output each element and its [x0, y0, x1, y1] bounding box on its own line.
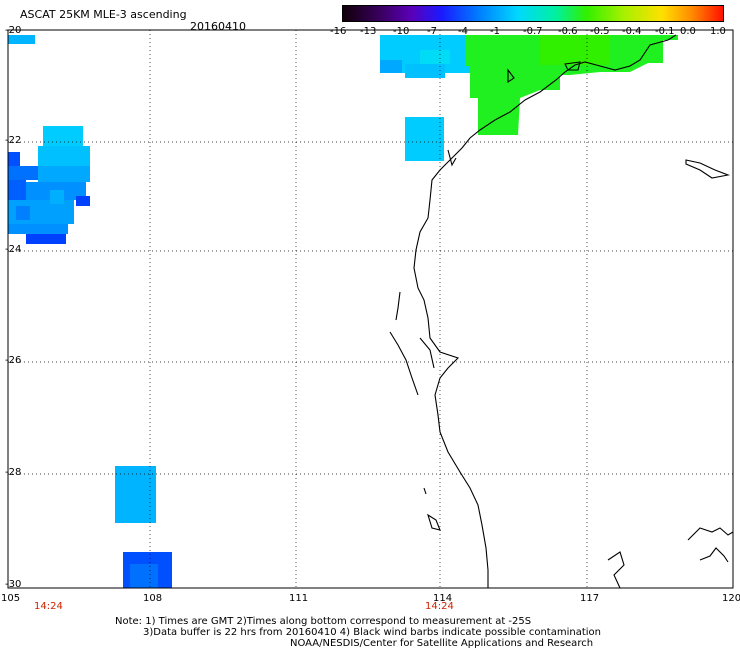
swath-cell: [16, 206, 30, 220]
swath-cell: [8, 166, 38, 180]
colorbar-label: -0.4: [622, 26, 642, 37]
graticule: [8, 30, 733, 588]
colorbar-label: -16: [330, 26, 347, 37]
colorbar-label: 0.0: [680, 26, 696, 37]
note-line-2: 3)Data buffer is 22 hrs from 20160410 4)…: [143, 627, 601, 638]
swath-cell: [130, 564, 158, 588]
scatterometer-swath: [8, 35, 678, 588]
lon-label: 111: [289, 593, 309, 604]
colorbar-label: -0.5: [590, 26, 610, 37]
swath-cell: [8, 224, 68, 234]
swath-cell: [8, 35, 35, 44]
lon-label: 114: [433, 593, 453, 604]
colorbar: [342, 5, 724, 22]
colorbar-label: -1: [490, 26, 500, 37]
swath-cell: [76, 196, 90, 206]
swath-cell: [50, 190, 64, 204]
swath-cell: [540, 35, 610, 65]
lat-label: -24: [5, 244, 22, 255]
lat-label: -26: [5, 355, 22, 366]
credit-line: NOAA/NESDIS/Center for Satellite Applica…: [290, 638, 594, 649]
map-title: ASCAT 25KM MLE-3 ascending: [20, 8, 187, 21]
lat-label: -30: [5, 579, 22, 590]
swath-cell: [420, 50, 450, 64]
lon-label: 105: [1, 593, 21, 604]
swath-cell: [405, 117, 444, 161]
note-line-1: Note: 1) Times are GMT 2)Times along bot…: [115, 616, 532, 627]
swath-cell: [115, 466, 156, 523]
lat-label: -28: [5, 467, 22, 478]
swath-cell: [8, 152, 20, 166]
colorbar-label: -0.1: [655, 26, 675, 37]
pass-time-label: 14:24: [425, 601, 454, 612]
pass-time-label: 14:24: [34, 601, 63, 612]
lat-label: -22: [5, 135, 22, 146]
swath-cell: [38, 166, 90, 182]
colorbar-label: 1.0: [710, 26, 726, 37]
swath-cell: [8, 180, 26, 200]
lat-label: -20: [5, 25, 22, 36]
lon-label: 117: [580, 593, 600, 604]
colorbar-label: -10: [393, 26, 410, 37]
colorbar-label: -7: [427, 26, 437, 37]
swath-cell: [380, 60, 402, 73]
colorbar-label: -0.6: [558, 26, 578, 37]
lon-label: 108: [143, 593, 163, 604]
swath-cell: [38, 146, 90, 166]
swath-cell: [466, 35, 678, 135]
swath-cell: [405, 64, 445, 78]
map-frame: [7, 29, 734, 589]
colorbar-labels: -16 -13 -10 -7 -4 -1 -0.7 -0.6 -0.5 -0.4…: [330, 26, 730, 38]
coastline: [389, 34, 734, 589]
swath-cell: [43, 126, 83, 146]
lon-label: 120: [722, 593, 740, 604]
colorbar-label: -0.7: [523, 26, 543, 37]
colorbar-label: -13: [360, 26, 377, 37]
swath-cell: [26, 234, 66, 244]
colorbar-label: -4: [458, 26, 468, 37]
